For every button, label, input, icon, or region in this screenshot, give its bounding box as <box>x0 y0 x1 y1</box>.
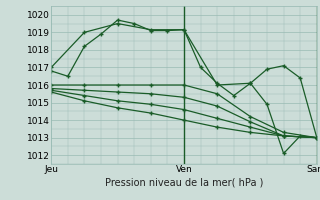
X-axis label: Pression niveau de la mer( hPa ): Pression niveau de la mer( hPa ) <box>105 177 263 187</box>
